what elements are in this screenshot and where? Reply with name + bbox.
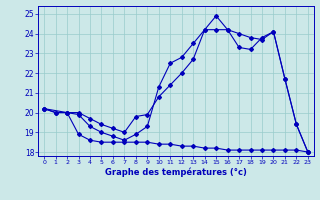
X-axis label: Graphe des températures (°c): Graphe des températures (°c) — [105, 168, 247, 177]
